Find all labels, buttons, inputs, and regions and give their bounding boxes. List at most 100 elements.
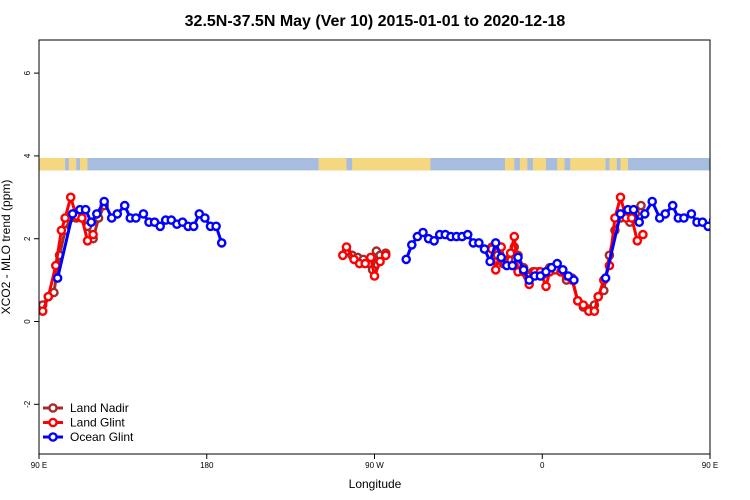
data-point bbox=[60, 213, 70, 223]
map-strip-land bbox=[620, 157, 628, 171]
data-point bbox=[418, 227, 428, 238]
map-strip-land bbox=[80, 157, 88, 171]
data-point bbox=[86, 217, 96, 227]
data-point bbox=[474, 238, 484, 248]
x-tick-label: 90 E bbox=[31, 461, 47, 470]
data-point bbox=[77, 213, 87, 223]
legend-item: Ocean Glint bbox=[43, 430, 134, 444]
data-point bbox=[485, 256, 495, 267]
data-point bbox=[188, 221, 199, 232]
data-point bbox=[67, 209, 78, 219]
data-point bbox=[88, 229, 98, 240]
legend-marker bbox=[48, 403, 58, 413]
data-point bbox=[490, 264, 501, 275]
legend-item: Land Nadir bbox=[43, 401, 129, 415]
data-point bbox=[490, 238, 501, 248]
data-point bbox=[507, 260, 518, 271]
series-layer bbox=[39, 192, 710, 317]
map-strip-land bbox=[557, 157, 565, 171]
data-point bbox=[360, 258, 371, 269]
data-point bbox=[401, 254, 412, 265]
data-point bbox=[462, 229, 473, 240]
chart-title: 32.5N-37.5N May (Ver 10) 2015-01-01 to 2… bbox=[185, 13, 566, 30]
map-strip bbox=[39, 157, 710, 171]
data-point bbox=[337, 250, 348, 261]
data-point bbox=[99, 196, 109, 207]
data-point bbox=[593, 291, 604, 302]
data-point bbox=[552, 258, 563, 269]
data-point bbox=[80, 204, 91, 215]
legend-item: Land Glint bbox=[43, 416, 125, 430]
data-point bbox=[636, 200, 646, 211]
data-point bbox=[667, 200, 678, 211]
y-axis: -2 0 2 4 6 bbox=[23, 70, 39, 408]
data-point bbox=[341, 242, 352, 252]
data-point bbox=[52, 273, 63, 283]
data-point bbox=[406, 240, 417, 250]
map-strip-land bbox=[352, 157, 431, 171]
data-point bbox=[211, 221, 221, 232]
map-strip-land bbox=[504, 157, 515, 171]
map-strip-land bbox=[39, 157, 66, 171]
map-strip-land bbox=[519, 157, 528, 171]
legend-label: Ocean Glint bbox=[70, 430, 134, 444]
data-point bbox=[479, 244, 490, 254]
data-point bbox=[200, 213, 210, 223]
x-tick-label: 90 E bbox=[702, 461, 718, 470]
x-axis-label: Longitude bbox=[349, 477, 402, 491]
data-point bbox=[82, 235, 93, 246]
map-strip-land bbox=[68, 157, 77, 171]
legend-label: Land Glint bbox=[70, 416, 125, 430]
y-axis-label: XCO2 - MLO trend (ppm) bbox=[0, 180, 13, 315]
x-tick-label: 0 bbox=[540, 461, 545, 470]
data-point bbox=[518, 264, 529, 275]
legend-label: Land Nadir bbox=[70, 401, 129, 415]
data-point bbox=[56, 225, 67, 236]
data-point bbox=[131, 213, 141, 223]
data-point bbox=[660, 209, 671, 219]
data-point bbox=[600, 273, 611, 283]
data-point bbox=[703, 221, 710, 232]
data-point bbox=[155, 221, 165, 232]
data-point bbox=[375, 256, 385, 267]
map-strip-land bbox=[532, 157, 546, 171]
data-point bbox=[615, 209, 626, 219]
y-tick-label: 0 bbox=[23, 319, 32, 324]
data-point bbox=[640, 209, 650, 219]
data-point bbox=[65, 192, 76, 203]
data-point bbox=[138, 209, 149, 219]
data-point bbox=[51, 260, 61, 271]
data-point bbox=[569, 275, 579, 285]
y-tick-label: 2 bbox=[23, 236, 32, 241]
map-strip-land bbox=[609, 157, 617, 171]
data-point bbox=[92, 209, 102, 219]
data-point bbox=[369, 271, 380, 281]
series-ocean-glint bbox=[52, 196, 710, 285]
data-point bbox=[647, 196, 658, 207]
data-point bbox=[216, 238, 227, 248]
data-point bbox=[365, 252, 376, 263]
data-point bbox=[634, 217, 645, 227]
data-point bbox=[638, 229, 648, 240]
data-point bbox=[578, 300, 589, 310]
data-point bbox=[509, 231, 520, 242]
data-point bbox=[119, 200, 130, 211]
legend-marker bbox=[48, 417, 58, 428]
data-point bbox=[628, 204, 639, 215]
data-point bbox=[626, 213, 637, 223]
x-tick-label: 90 W bbox=[365, 461, 384, 470]
map-strip-land bbox=[318, 157, 347, 171]
data-point bbox=[43, 291, 54, 302]
data-point bbox=[380, 250, 391, 261]
y-tick-label: -2 bbox=[23, 400, 32, 408]
x-axis: 90 E 180 90 W 0 90 E bbox=[31, 454, 718, 470]
data-point bbox=[496, 252, 507, 263]
data-point bbox=[513, 252, 523, 263]
legend-marker bbox=[48, 432, 58, 442]
y-tick-label: 6 bbox=[23, 70, 32, 75]
data-point bbox=[541, 281, 551, 292]
data-point bbox=[632, 235, 643, 246]
data-point bbox=[112, 209, 123, 219]
